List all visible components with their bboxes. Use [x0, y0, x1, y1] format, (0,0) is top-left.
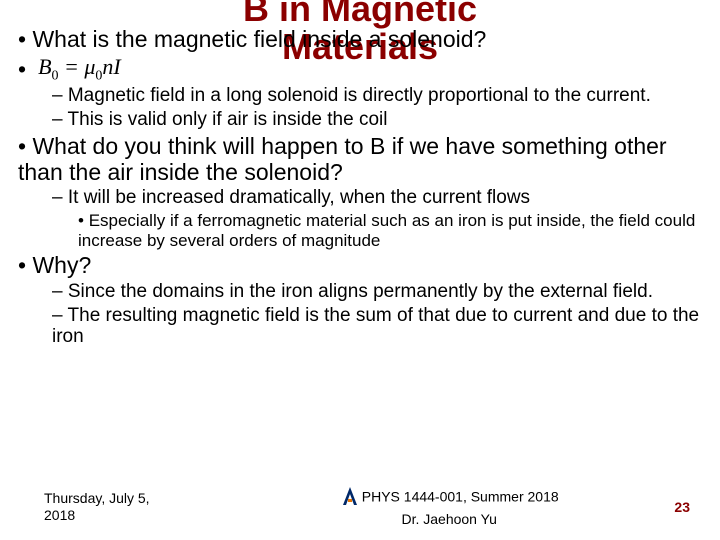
eq-nI: nI	[102, 54, 120, 79]
sub-1b-text: This is valid only if air is inside the …	[68, 109, 388, 130]
title-line-1: B in Magnetic	[243, 0, 477, 29]
eq-sub-0a: 0	[52, 69, 59, 84]
footer-course: PHYS 1444-001, Summer 2018	[362, 489, 559, 505]
sub-3b-text: The resulting magnetic field is the sum …	[52, 305, 699, 348]
bullet-q1: What is the magnetic field inside a sole…	[18, 26, 702, 52]
bullet-equation: • B0 = μ0nI	[18, 54, 702, 84]
footer-date-l1: Thursday, July 5,	[44, 490, 150, 506]
bullet-q3: Why?	[18, 252, 702, 278]
sub-1a-text: Magnetic field in a long solenoid is dir…	[68, 85, 651, 106]
footer-date-l2: 2018	[44, 507, 75, 523]
bullet-q2: What do you think will happen to B if we…	[18, 133, 702, 186]
footer-page-number: 23	[674, 499, 690, 515]
footer-center: PHYS 1444-001, Summer 2018 Dr. Jaehoon Y…	[224, 485, 674, 528]
bullet-marker: •	[18, 56, 26, 83]
eq-mid: = μ	[59, 54, 96, 79]
slide-body: What is the magnetic field inside a sole…	[18, 26, 702, 350]
sub-bullet-2a: It will be increased dramatically, when …	[52, 187, 702, 209]
sub-bullet-1b: This is valid only if air is inside the …	[52, 109, 702, 131]
bullet-q1-text: What is the magnetic field inside a sole…	[32, 26, 486, 52]
subsub-bullet-2a1: Especially if a ferromagnetic material s…	[78, 211, 702, 250]
sub-3a-text: Since the domains in the iron aligns per…	[68, 281, 653, 302]
footer-date: Thursday, July 5, 2018	[44, 490, 224, 524]
slide-footer: Thursday, July 5, 2018 PHYS 1444-001, Su…	[0, 485, 720, 528]
sub-bullet-1a: Magnetic field in a long solenoid is dir…	[52, 85, 702, 107]
bullet-q3-text: Why?	[32, 252, 91, 278]
subsub-2a1-text: Especially if a ferromagnetic material s…	[78, 211, 695, 250]
bullet-q2-text: What do you think will happen to B if we…	[18, 133, 667, 185]
eq-B: B	[38, 54, 51, 79]
uta-logo-icon	[340, 485, 360, 511]
equation: B0 = μ0nI	[38, 54, 121, 84]
footer-instructor: Dr. Jaehoon Yu	[401, 511, 496, 527]
sub-bullet-3b: The resulting magnetic field is the sum …	[52, 305, 702, 349]
sub-2a-text: It will be increased dramatically, when …	[68, 187, 530, 208]
sub-bullet-3a: Since the domains in the iron aligns per…	[52, 281, 702, 303]
